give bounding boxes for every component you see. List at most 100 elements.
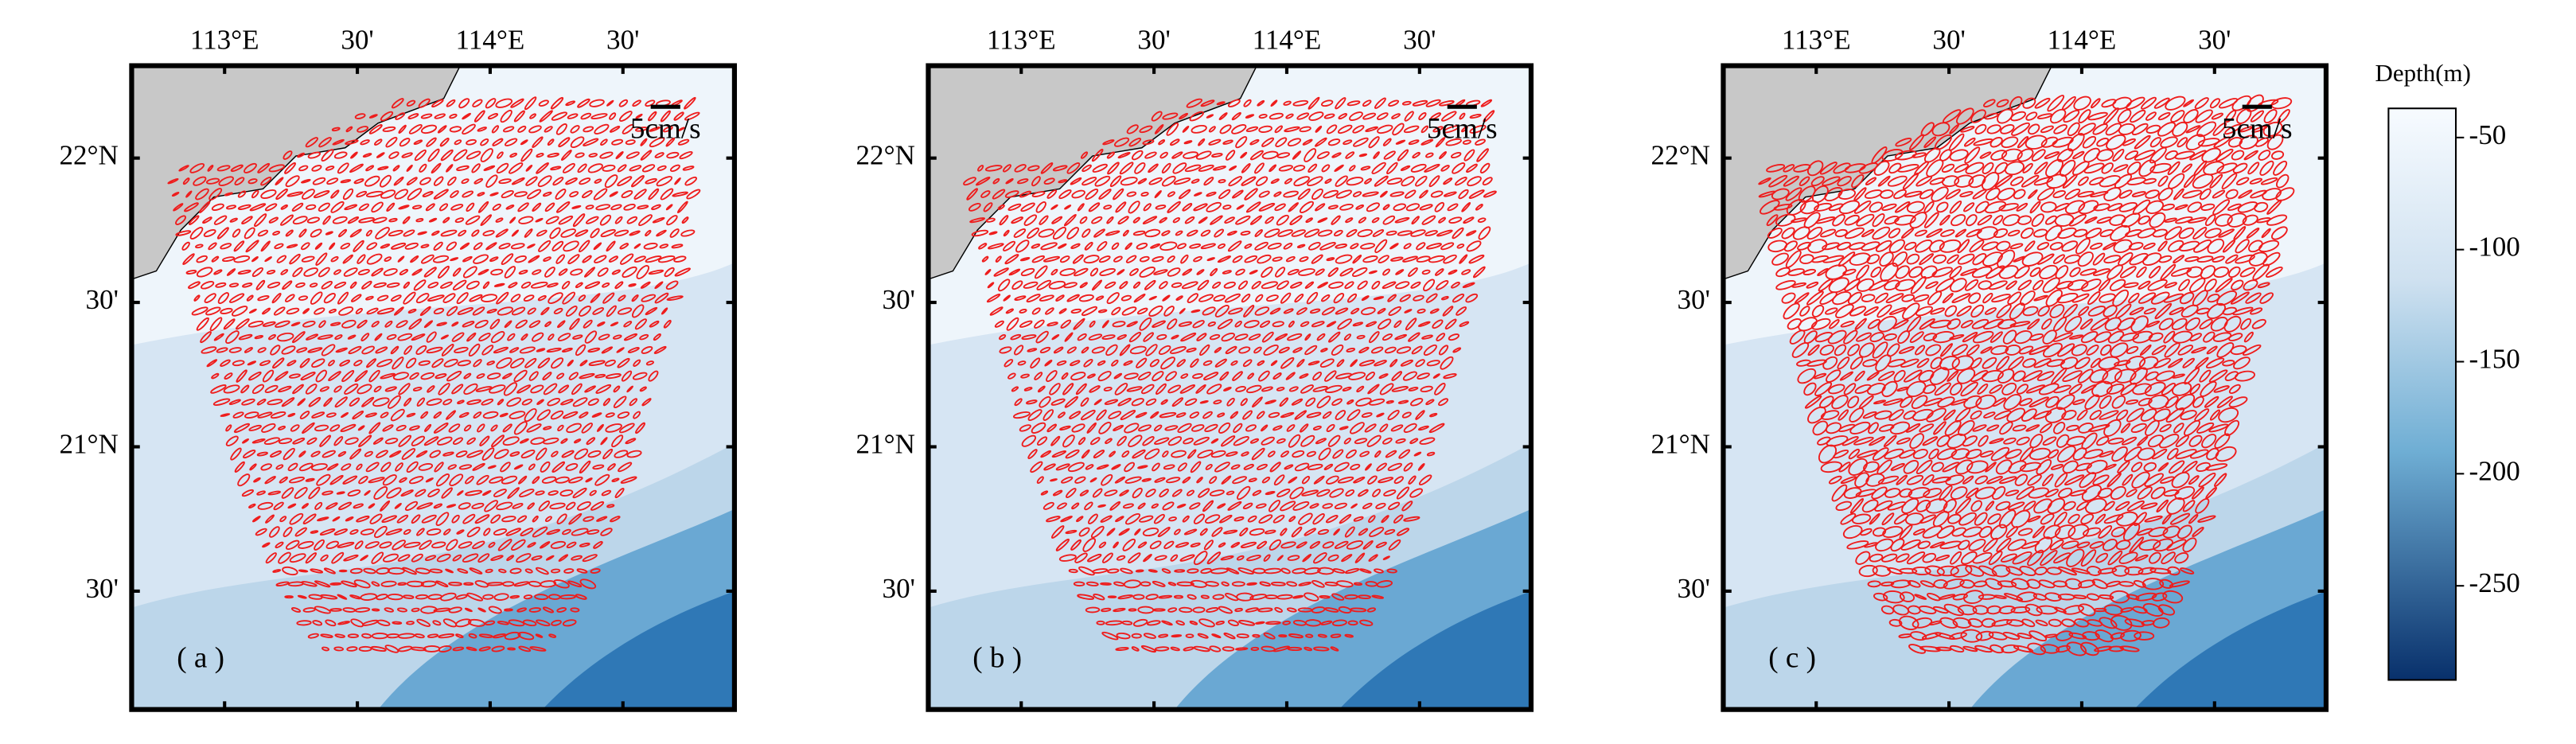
current-ellipse	[355, 307, 363, 314]
current-ellipse	[347, 216, 360, 224]
current-ellipse	[1168, 516, 1177, 522]
current-ellipse	[338, 306, 354, 316]
current-ellipse	[456, 165, 470, 171]
current-ellipse	[1040, 490, 1049, 496]
current-ellipse	[344, 383, 359, 395]
current-ellipse	[1152, 608, 1166, 612]
current-ellipse	[1218, 542, 1226, 548]
current-ellipse	[226, 205, 237, 210]
current-ellipse	[264, 476, 276, 485]
current-ellipse	[462, 321, 475, 328]
current-ellipse	[1120, 567, 1133, 575]
current-ellipse	[1236, 555, 1245, 561]
current-ellipse	[318, 267, 330, 278]
current-ellipse	[314, 501, 323, 510]
current-ellipse	[426, 528, 442, 536]
current-ellipse	[1154, 555, 1167, 561]
current-ellipse	[1187, 568, 1199, 574]
x-tick-label: 30'	[606, 25, 639, 56]
current-ellipse	[618, 462, 633, 473]
current-ellipse	[657, 255, 676, 263]
current-ellipse	[1261, 476, 1271, 484]
current-ellipse	[270, 345, 281, 356]
current-ellipse	[641, 398, 652, 407]
y-tick-label: 30'	[86, 284, 119, 315]
current-ellipse	[666, 151, 680, 159]
current-ellipse	[579, 578, 597, 590]
current-ellipse	[433, 189, 449, 200]
current-ellipse	[1237, 485, 1251, 501]
current-ellipse	[575, 229, 589, 237]
current-ellipse	[477, 127, 488, 132]
current-ellipse	[427, 294, 445, 302]
current-ellipse	[315, 252, 328, 266]
current-ellipse	[518, 269, 528, 275]
current-ellipse	[1139, 515, 1154, 523]
current-ellipse	[283, 526, 293, 538]
current-ellipse	[489, 476, 504, 484]
current-ellipse	[535, 490, 545, 496]
current-ellipse	[621, 190, 633, 199]
current-ellipse	[429, 450, 441, 458]
current-ellipse	[440, 229, 458, 237]
current-ellipse	[354, 607, 371, 613]
current-ellipse	[611, 477, 620, 482]
current-ellipse	[257, 162, 271, 173]
current-ellipse	[544, 321, 551, 328]
current-ellipse	[371, 551, 384, 564]
current-ellipse	[613, 395, 627, 409]
current-ellipse	[504, 631, 521, 641]
current-ellipse	[322, 646, 329, 652]
current-ellipse	[284, 162, 296, 174]
current-ellipse	[1121, 620, 1133, 625]
current-ellipse	[492, 138, 504, 146]
current-ellipse	[1301, 489, 1319, 497]
current-ellipse	[1134, 528, 1141, 536]
current-ellipse	[649, 126, 661, 132]
current-ellipse	[570, 136, 585, 149]
current-ellipse	[248, 424, 262, 431]
current-ellipse	[510, 294, 521, 303]
current-ellipse	[254, 335, 264, 340]
current-ellipse	[216, 227, 229, 240]
current-ellipse	[1217, 503, 1226, 509]
deepest-sea	[542, 591, 735, 710]
current-ellipse	[501, 475, 518, 485]
x-tick-label: 114°E	[456, 25, 525, 56]
current-ellipse	[398, 205, 410, 210]
current-ellipse	[1259, 581, 1271, 587]
current-ellipse	[438, 383, 450, 395]
current-ellipse	[263, 437, 280, 446]
current-ellipse	[1189, 502, 1201, 510]
current-ellipse	[241, 216, 253, 224]
current-ellipse	[264, 203, 278, 212]
current-ellipse	[458, 502, 471, 510]
current-ellipse	[448, 582, 462, 586]
current-ellipse	[411, 607, 420, 613]
current-ellipse	[1298, 512, 1313, 525]
current-ellipse	[497, 539, 512, 551]
current-ellipse	[403, 594, 415, 599]
current-ellipse	[485, 242, 497, 251]
current-ellipse	[616, 347, 625, 353]
current-ellipse	[211, 255, 220, 263]
current-ellipse	[1101, 552, 1113, 563]
current-ellipse	[542, 606, 555, 614]
current-ellipse	[398, 434, 412, 447]
current-ellipse	[364, 541, 380, 549]
current-ellipse	[457, 490, 464, 497]
current-ellipse	[437, 265, 450, 279]
current-ellipse	[617, 164, 627, 173]
current-ellipse	[422, 191, 434, 197]
current-ellipse	[1170, 554, 1179, 562]
current-ellipse	[427, 489, 440, 498]
current-ellipse	[225, 424, 232, 432]
current-ellipse	[577, 501, 591, 511]
current-ellipse	[452, 554, 462, 562]
current-ellipse	[1337, 476, 1354, 484]
current-ellipse	[1098, 541, 1107, 549]
current-ellipse	[563, 568, 575, 574]
current-ellipse	[296, 347, 308, 353]
current-ellipse	[458, 464, 473, 470]
current-ellipse	[299, 411, 310, 419]
